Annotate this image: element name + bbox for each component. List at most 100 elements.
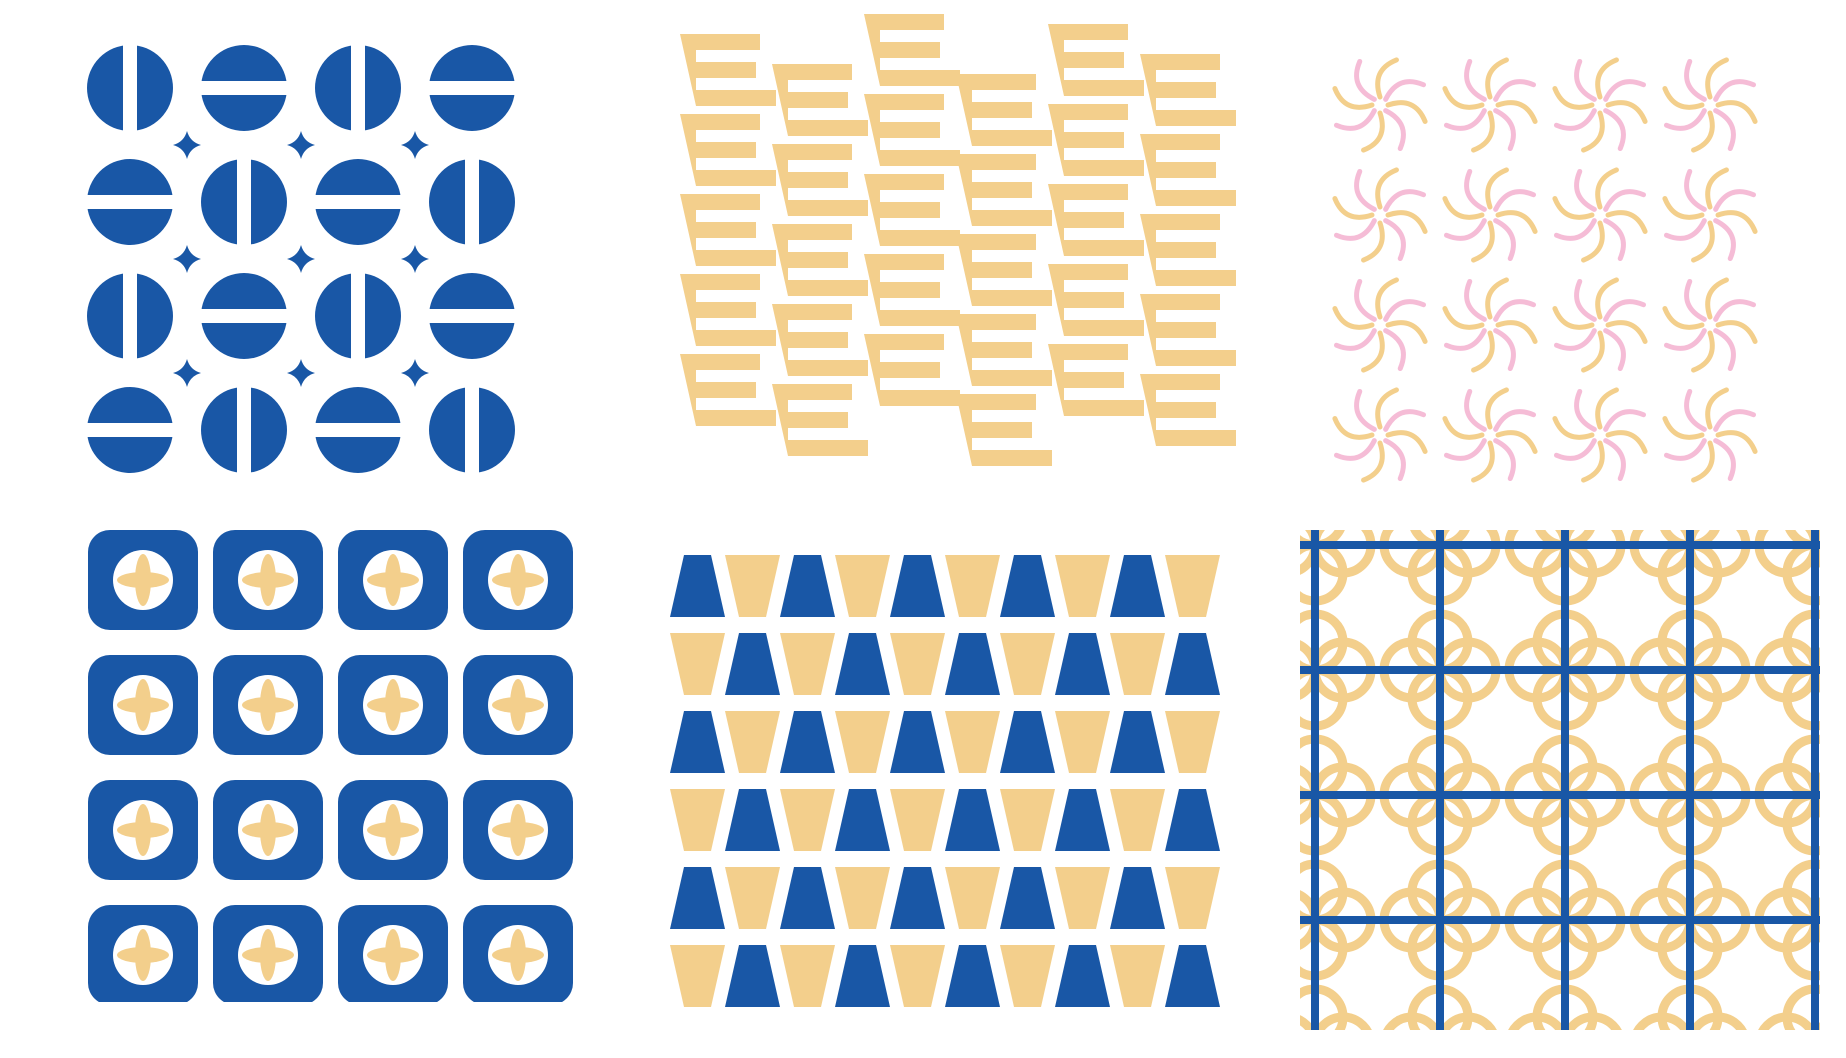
flower-petal <box>1383 299 1427 322</box>
disc-stripe <box>351 44 365 132</box>
trapezoid-shape <box>1110 867 1165 929</box>
trapezoid-shape <box>1055 633 1110 695</box>
flower-petal <box>1332 306 1375 330</box>
trapezoid-shape <box>1055 945 1110 1007</box>
flower-petal <box>1495 430 1538 454</box>
disc-stripe <box>123 272 137 360</box>
letter-e-shape <box>864 94 960 166</box>
trapezoid-shape <box>1055 867 1110 929</box>
flower-petal <box>1684 58 1707 102</box>
disc-stripe <box>465 158 479 246</box>
flower-petal <box>1603 108 1626 152</box>
sparkle-diamond <box>287 359 315 387</box>
flower-petal <box>1705 167 1729 210</box>
trapezoid-shape <box>1110 945 1165 1007</box>
trapezoid-shape <box>1000 789 1055 851</box>
flower-petal <box>1574 168 1597 212</box>
flower-petal <box>1493 328 1516 372</box>
ring-grid-icon <box>1300 530 1820 1030</box>
flower-petal <box>1354 168 1377 212</box>
quatrefoil-petal <box>117 572 169 588</box>
flower-petal <box>1493 218 1516 262</box>
grid-bar-vertical <box>1436 530 1444 1030</box>
flower-petal <box>1553 108 1597 131</box>
flower-petal <box>1691 110 1715 153</box>
disc-stripe <box>314 195 402 209</box>
flower-petal <box>1574 58 1597 102</box>
flower-petal <box>1493 189 1537 212</box>
trapezoid-shape <box>835 555 890 617</box>
trapezoid-shape <box>670 555 725 617</box>
flower-petal <box>1715 100 1758 124</box>
flower-petal <box>1443 438 1487 461</box>
quatrefoil-petal <box>492 572 544 588</box>
flower-petal <box>1603 79 1647 102</box>
split-circle-icon <box>86 44 516 474</box>
trapezoid-shape <box>1165 555 1220 617</box>
quatrefoil-petal <box>117 697 169 713</box>
trapezoid-shape <box>945 789 1000 851</box>
flower-petal <box>1663 438 1707 461</box>
flower-petal <box>1713 299 1757 322</box>
flower-petal <box>1713 189 1757 212</box>
quatrefoil-petal <box>242 947 294 963</box>
letter-e-shape <box>1140 294 1236 366</box>
flower-petal <box>1383 328 1406 372</box>
split-disc-pattern <box>80 38 520 478</box>
flower-petal <box>1385 430 1428 454</box>
disc-stripe <box>237 158 251 246</box>
flower-petal <box>1471 330 1495 373</box>
flower-petal <box>1354 388 1377 432</box>
letter-e-pattern <box>670 14 1240 474</box>
flower-petal <box>1443 218 1487 241</box>
flower-petal <box>1715 210 1758 234</box>
trapezoid-shape <box>945 945 1000 1007</box>
trapezoid-shape <box>725 555 780 617</box>
grid-bar-horizontal <box>1300 791 1820 799</box>
flower-petal <box>1595 167 1619 210</box>
letter-e-shape <box>864 174 960 246</box>
flower-petal <box>1485 277 1509 320</box>
flower-petal <box>1713 409 1757 432</box>
letter-e-shape <box>680 114 776 186</box>
flower-petal <box>1603 328 1626 372</box>
flower-petal <box>1605 320 1648 344</box>
flower-petal <box>1684 388 1707 432</box>
flower-petal <box>1333 438 1377 461</box>
flower-petal <box>1361 330 1385 373</box>
flower-petal <box>1464 388 1487 432</box>
quatrefoil-petal <box>367 572 419 588</box>
flower-petal <box>1552 86 1595 110</box>
letter-e-shape <box>680 34 776 106</box>
flower-petal <box>1332 416 1375 440</box>
flower-petal <box>1603 299 1647 322</box>
flower-petal <box>1663 218 1707 241</box>
trapezoid-shape <box>1000 555 1055 617</box>
flower-icon <box>1332 57 1758 483</box>
trapezoid-icon <box>670 555 1220 1007</box>
flower-petal <box>1553 438 1597 461</box>
trapezoid-shape <box>1110 555 1165 617</box>
trapezoid-shape <box>725 867 780 929</box>
flower-petal <box>1663 328 1707 351</box>
flower-petal <box>1443 108 1487 131</box>
flower-petal <box>1574 278 1597 322</box>
trapezoid-shape <box>835 789 890 851</box>
flower-petal <box>1495 210 1538 234</box>
flower-petal <box>1713 108 1736 152</box>
trapezoid-shape <box>835 711 890 773</box>
trapezoid-shape <box>835 633 890 695</box>
flower-petal <box>1705 277 1729 320</box>
flower-petal <box>1552 196 1595 220</box>
flower-petal <box>1333 108 1377 131</box>
flower-petal <box>1464 278 1487 322</box>
trapezoid-shape <box>890 633 945 695</box>
quatrefoil-petal <box>492 947 544 963</box>
letter-e-shape <box>772 304 868 376</box>
flower-petal <box>1605 100 1648 124</box>
flower-petal <box>1493 438 1516 482</box>
disc-stripe <box>237 386 251 474</box>
flower-petal <box>1581 440 1605 483</box>
trapezoid-bell-pattern <box>670 555 1220 1015</box>
trapezoid-shape <box>780 867 835 929</box>
